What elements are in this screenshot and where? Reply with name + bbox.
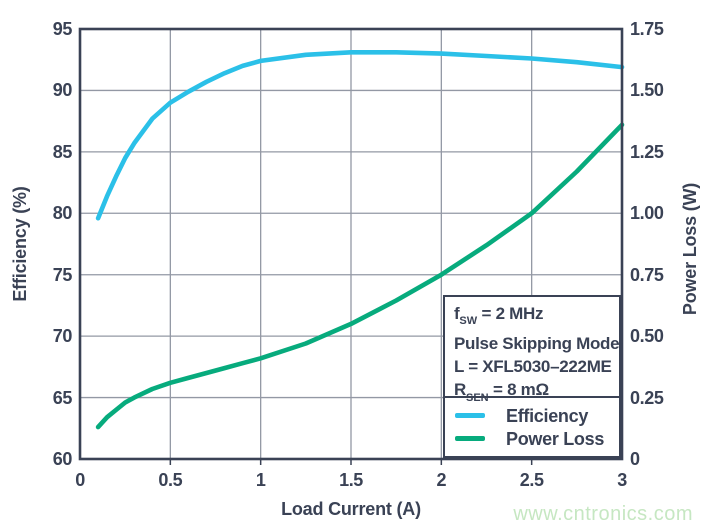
annotation-line-inductor: L = XFL5030–222ME xyxy=(454,357,612,377)
watermark: www.cntronics.com xyxy=(513,503,693,525)
y-left-tick-label: 75 xyxy=(52,264,73,285)
y-right-tick-label: 0.75 xyxy=(630,264,664,285)
y-left-tick-label: 95 xyxy=(52,19,73,39)
y-left-tick-label: 85 xyxy=(52,141,73,162)
x-axis-title: Load Current (A) xyxy=(281,499,421,519)
y-axis-title-right: Power Loss (W) xyxy=(680,182,700,316)
annotation-legend-box: fSW = 2 MHz Pulse Skipping Mode L = XFL5… xyxy=(443,295,621,458)
y-right-tick-label: 1.00 xyxy=(630,203,664,224)
x-tick-label: 2 xyxy=(436,470,447,490)
legend-label-power-loss: Power Loss xyxy=(506,428,605,449)
efficiency-line-swatch xyxy=(455,413,485,418)
legend: Efficiency Power Loss xyxy=(445,396,619,456)
x-tick-label: 3 xyxy=(617,470,627,490)
x-tick-label: 0.5 xyxy=(158,470,183,490)
power-loss-line xyxy=(95,122,625,430)
efficiency-line xyxy=(95,49,625,221)
y-left-tick-label: 70 xyxy=(52,326,73,347)
y-right-tick-label: 1.75 xyxy=(630,19,664,39)
y-right-tick-label: 0 xyxy=(630,449,640,469)
legend-item-power-loss: Power Loss xyxy=(455,430,619,448)
y-left-tick-label: 80 xyxy=(52,203,73,224)
annotation-line-fsw: fSW = 2 MHz xyxy=(454,304,544,328)
y-right-tick-label: 0.50 xyxy=(630,326,664,347)
y-left-tick-label: 90 xyxy=(52,80,73,101)
annotation-line-mode: Pulse Skipping Mode xyxy=(454,334,620,354)
x-tick-label: 2.5 xyxy=(519,470,544,490)
x-tick-label: 0 xyxy=(75,470,85,490)
x-tick-label: 1.5 xyxy=(339,470,363,490)
plot-border xyxy=(78,27,624,461)
y-right-tick-label: 1.50 xyxy=(630,80,664,101)
y-left-tick-label: 65 xyxy=(52,387,73,408)
y-right-tick-label: 0.25 xyxy=(630,387,664,408)
x-tick-label: 1 xyxy=(255,470,266,490)
y-axis-title-left: Efficiency (%) xyxy=(10,186,30,302)
annotation-line-rsen: RSEN = 8 mΩ xyxy=(454,380,549,404)
legend-item-efficiency: Efficiency xyxy=(455,407,619,425)
y-left-tick-label: 60 xyxy=(52,449,73,469)
legend-label-efficiency: Efficiency xyxy=(506,405,589,426)
y-right-tick-label: 1.25 xyxy=(630,141,664,162)
conditions-annotation: fSW = 2 MHz Pulse Skipping Mode L = XFL5… xyxy=(445,297,620,404)
power-loss-line-swatch xyxy=(455,436,485,441)
